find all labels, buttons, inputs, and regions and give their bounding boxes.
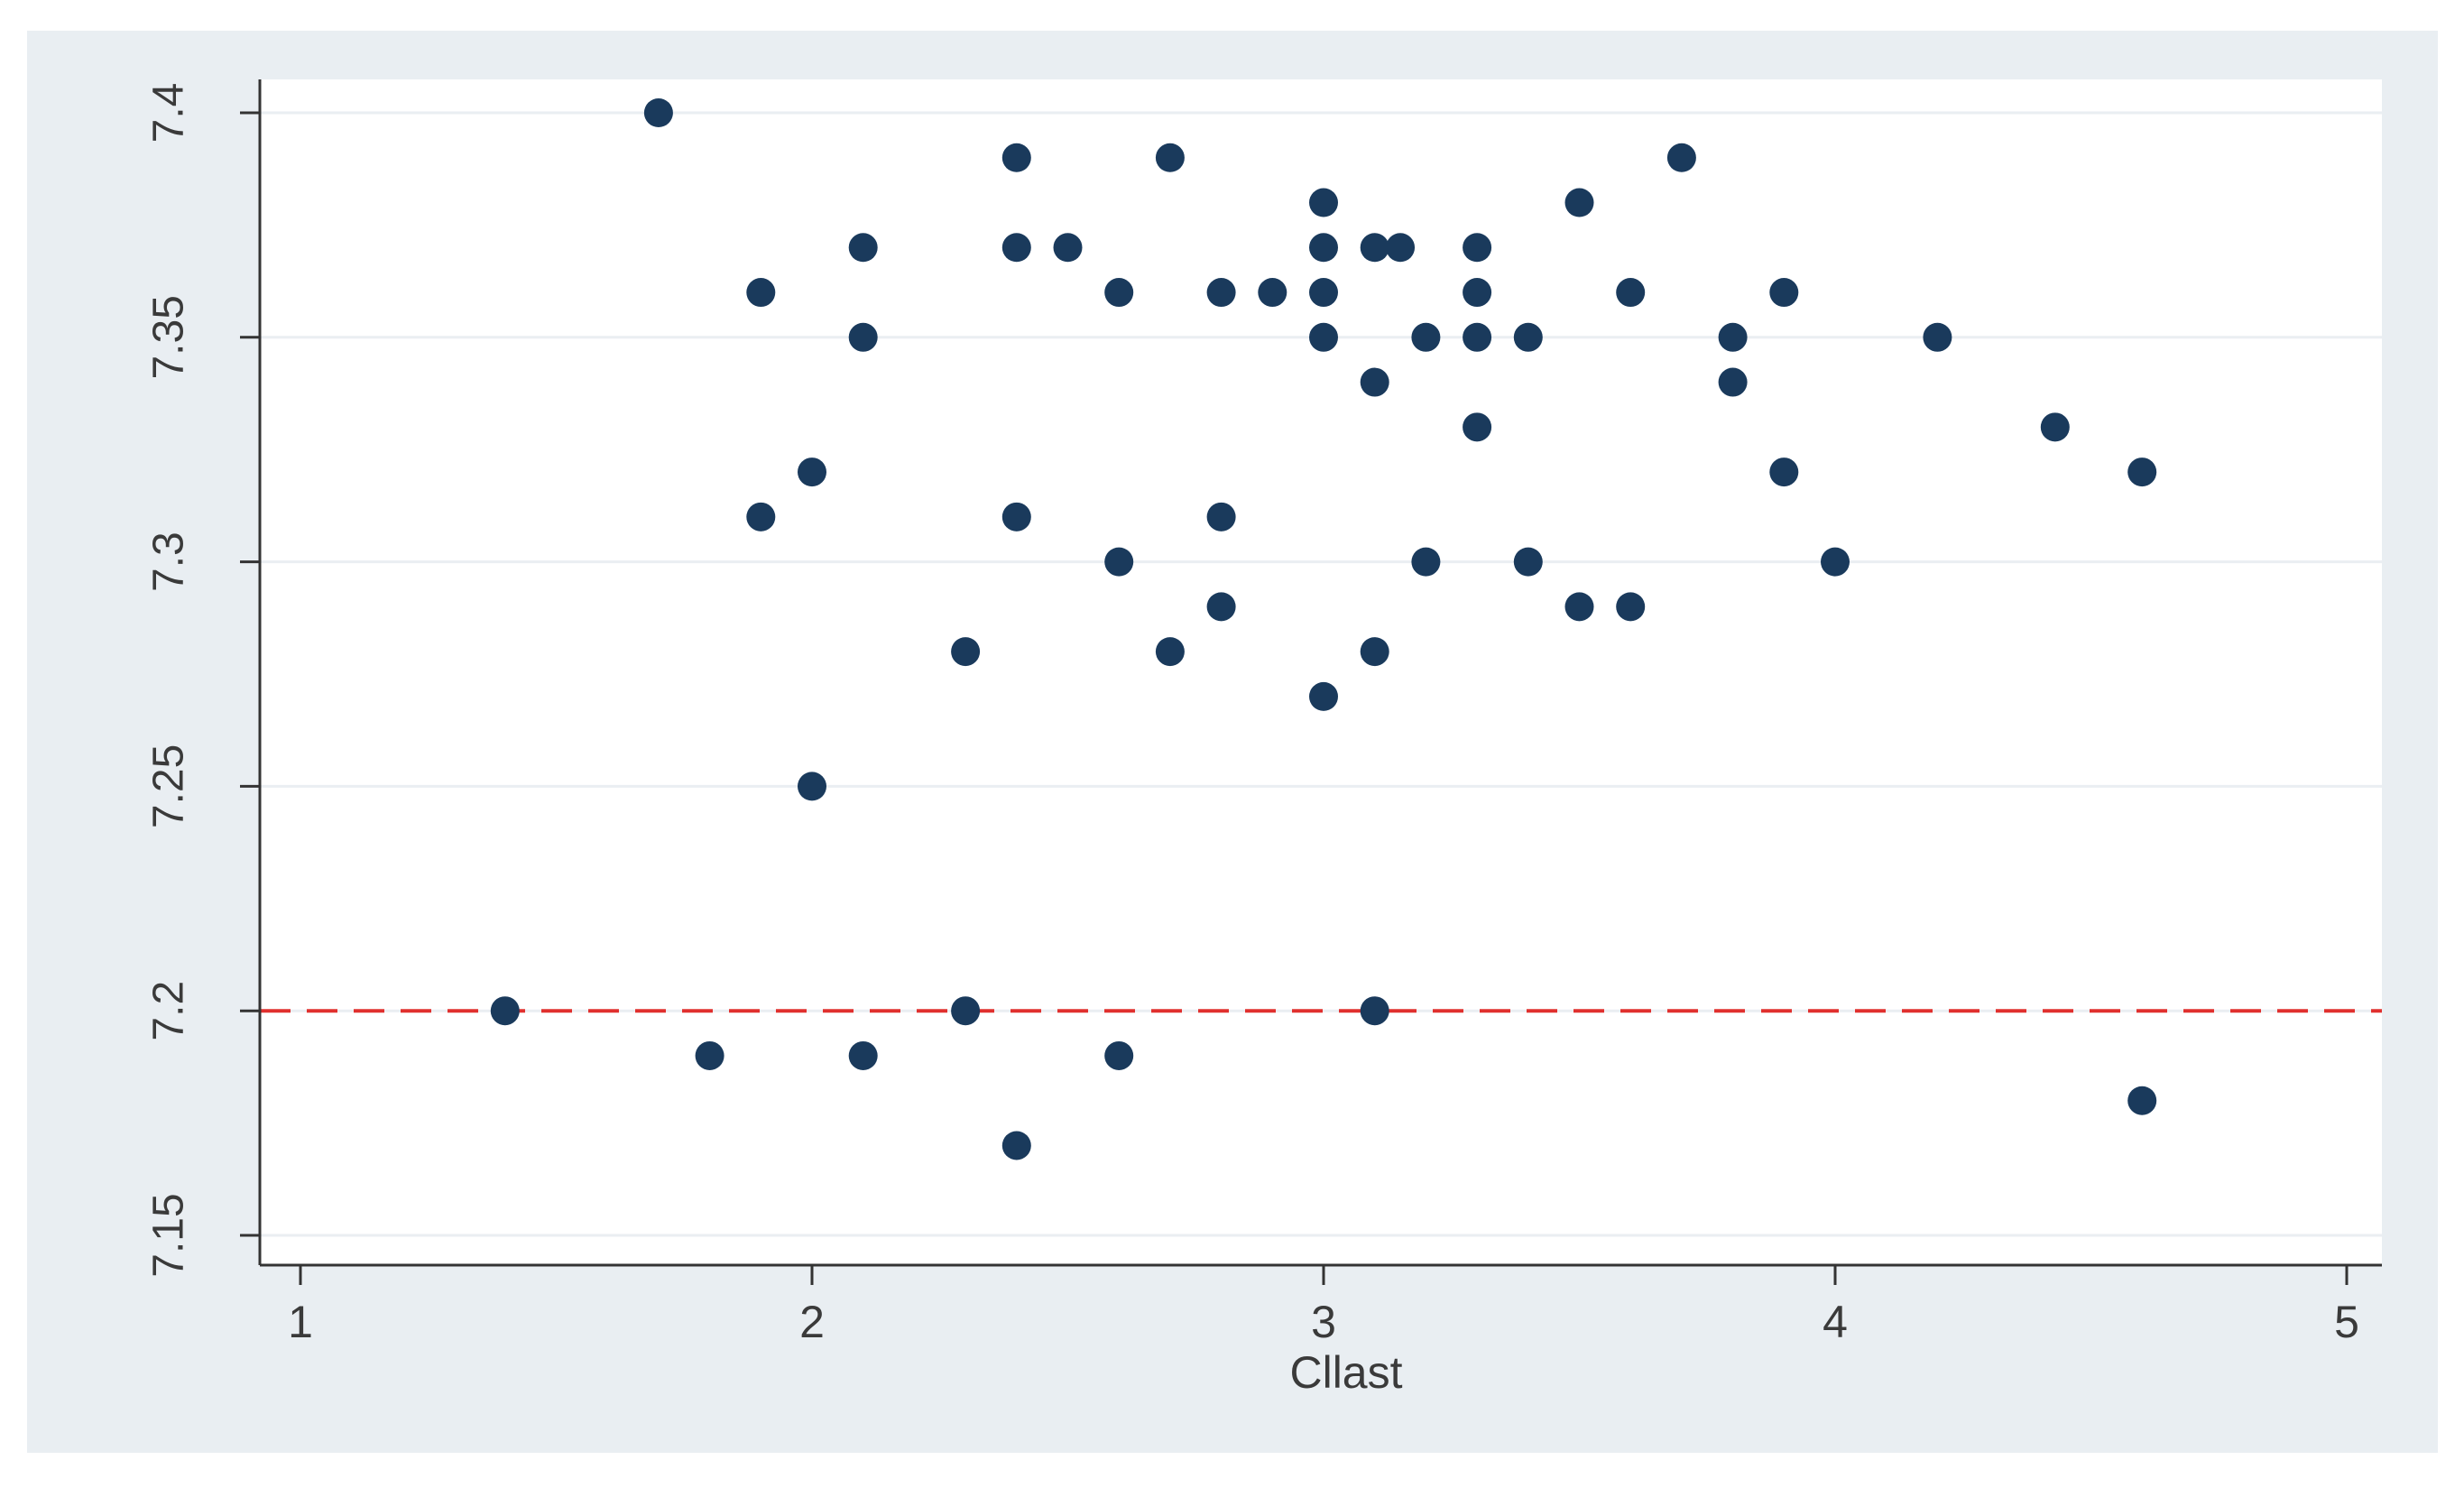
data-point	[1616, 278, 1646, 308]
data-point	[1053, 233, 1083, 263]
data-point	[1769, 278, 1799, 308]
axes: 7.15 7.2 7.25 7.3 7.35 7.4 1 2 3 4 5	[145, 79, 2382, 1347]
data-point	[1463, 322, 1492, 352]
data-point	[1309, 278, 1338, 308]
data-point	[951, 996, 981, 1026]
data-point	[746, 278, 776, 308]
x-tick-label: 1	[288, 1297, 313, 1347]
data-point	[1923, 322, 1952, 352]
data-point	[1769, 457, 1799, 487]
data-point	[1463, 278, 1492, 308]
y-tick-label: 7.35	[145, 295, 193, 379]
data-point	[1360, 233, 1389, 263]
data-point	[1360, 637, 1389, 667]
data-point	[1513, 322, 1543, 352]
data-point	[1001, 1131, 1031, 1160]
data-point	[1616, 592, 1646, 622]
data-point	[848, 233, 878, 263]
data-point	[1463, 233, 1492, 263]
x-tick-label: 2	[799, 1297, 825, 1347]
y-tick-label: 7.15	[145, 1193, 193, 1277]
data-point	[1309, 681, 1338, 711]
data-point	[1309, 188, 1338, 217]
data-point	[643, 98, 673, 127]
data-point	[1386, 233, 1416, 263]
data-point	[1564, 592, 1594, 622]
data-point	[1821, 547, 1850, 577]
data-point	[1001, 143, 1031, 172]
data-point	[1309, 322, 1338, 352]
data-point	[1360, 996, 1389, 1026]
data-point	[1718, 322, 1748, 352]
y-tick-label: 7.4	[145, 83, 193, 143]
data-point	[1155, 637, 1185, 667]
data-point	[1411, 322, 1441, 352]
data-point	[951, 637, 981, 667]
data-point	[1666, 143, 1696, 172]
data-points	[490, 98, 2157, 1160]
data-point	[1258, 278, 1287, 308]
data-point	[1001, 502, 1031, 531]
data-point	[746, 502, 776, 531]
data-point	[2127, 457, 2157, 487]
gridlines	[260, 111, 2382, 1237]
data-point	[1360, 367, 1389, 397]
data-point	[1564, 188, 1594, 217]
x-tick-label: 3	[1311, 1297, 1336, 1347]
y-tick-label: 7.3	[145, 531, 193, 592]
data-point	[1718, 367, 1748, 397]
x-tick-label: 5	[2334, 1297, 2359, 1347]
data-point	[798, 457, 826, 487]
plot-area	[260, 79, 2382, 1265]
data-point	[1411, 547, 1441, 577]
data-point	[1104, 547, 1134, 577]
y-tick-label: 7.25	[145, 744, 193, 828]
data-point	[798, 772, 826, 801]
x-tick-label: 4	[1823, 1297, 1848, 1347]
data-point	[1513, 547, 1543, 577]
data-point	[1155, 143, 1185, 172]
x-axis-label: Cllast	[1289, 1347, 1402, 1398]
data-point	[848, 322, 878, 352]
data-point	[490, 996, 520, 1026]
data-point	[1463, 412, 1492, 442]
data-point	[848, 1040, 878, 1070]
data-point	[695, 1040, 724, 1070]
data-point	[1309, 233, 1338, 263]
data-point	[1206, 592, 1236, 622]
data-point	[1104, 1040, 1134, 1070]
data-point	[1206, 278, 1236, 308]
data-point	[1104, 278, 1134, 308]
data-point	[2040, 412, 2070, 442]
data-point	[1206, 502, 1236, 531]
data-point	[1001, 233, 1031, 263]
y-tick-label: 7.2	[145, 981, 193, 1041]
data-point	[2127, 1086, 2157, 1115]
